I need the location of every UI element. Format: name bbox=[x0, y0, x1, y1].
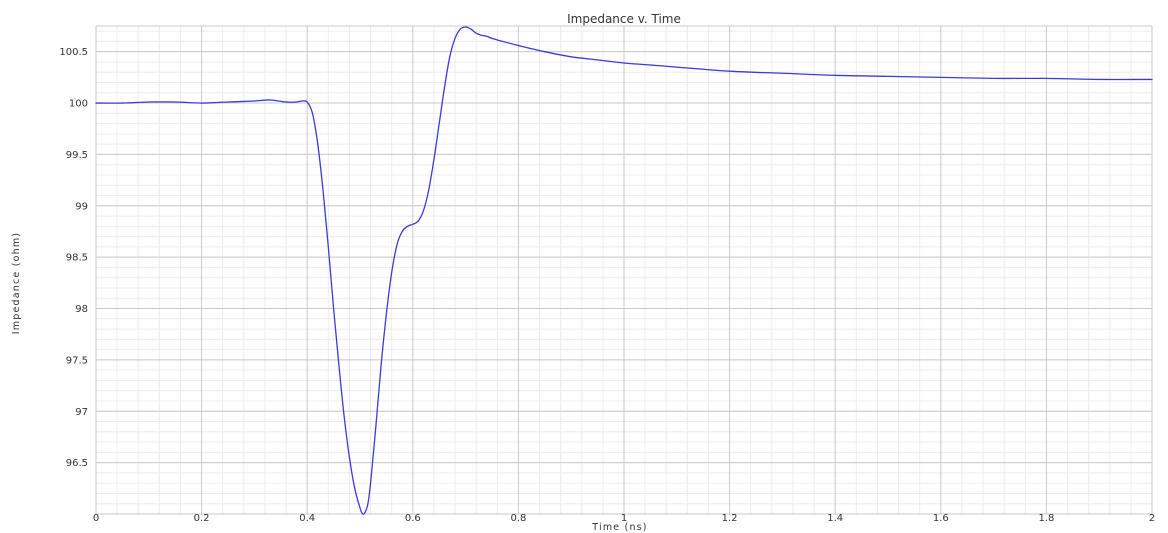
x-tick-label: 0.4 bbox=[299, 513, 315, 524]
x-tick-label: 1 bbox=[621, 513, 627, 524]
x-tick-label: 1.6 bbox=[933, 513, 949, 524]
x-tick-labels: 0 0.2 0.4 0.6 0.8 1 1.2 1.4 1.6 1.8 2 bbox=[93, 513, 1155, 524]
x-tick-label: 0.8 bbox=[510, 513, 526, 524]
impedance-series-line bbox=[95, 26, 1153, 515]
y-tick-label: 98 bbox=[75, 304, 88, 315]
y-tick-label: 97 bbox=[75, 407, 88, 418]
major-grid bbox=[95, 26, 1153, 514]
chart-title: Impedance v. Time bbox=[567, 12, 681, 26]
series-layer bbox=[95, 26, 1153, 515]
y-tick-label: 98.5 bbox=[66, 253, 88, 264]
x-axis-title: Time (ns) bbox=[591, 522, 647, 533]
y-tick-label: 96.5 bbox=[66, 458, 88, 469]
y-tick-label: 100 bbox=[69, 99, 88, 110]
y-tick-label: 99 bbox=[75, 201, 88, 212]
x-tick-label: 0.2 bbox=[194, 513, 210, 524]
x-tick-label: 0 bbox=[93, 513, 99, 524]
y-tick-label: 100.5 bbox=[59, 47, 88, 58]
x-tick-label: 2 bbox=[1149, 513, 1155, 524]
plot-frame bbox=[95, 25, 1153, 515]
x-tick-label: 1.4 bbox=[827, 513, 843, 524]
x-tick-label: 1.2 bbox=[722, 513, 738, 524]
y-tick-label: 99.5 bbox=[66, 150, 88, 161]
x-tick-label: 0.6 bbox=[405, 513, 421, 524]
y-tick-labels: 96.5 97 97.5 98 98.5 99 99.5 100 100.5 bbox=[59, 47, 88, 469]
y-axis-title: Impedance (ohm) bbox=[11, 232, 22, 334]
x-tick-label: 1.8 bbox=[1038, 513, 1054, 524]
y-tick-label: 97.5 bbox=[66, 355, 88, 366]
